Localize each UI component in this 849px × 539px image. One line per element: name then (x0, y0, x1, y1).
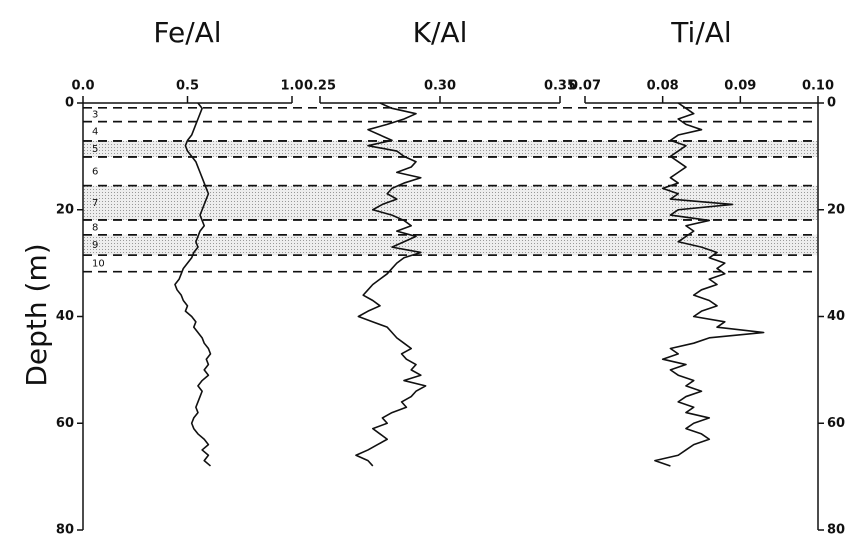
layer-label: 8 (92, 222, 98, 233)
x-tick-label: 0.25 (304, 79, 336, 94)
layer-label: 5 (92, 144, 98, 155)
y-tick-label: 60 (56, 416, 74, 431)
x-tick-label: 0.10 (802, 79, 834, 94)
series-line (174, 102, 212, 467)
panel-title: K/Al (413, 16, 468, 49)
y-tick-label-right: 80 (827, 523, 845, 538)
layer-label: 10 (92, 258, 105, 269)
layer-label: 9 (92, 240, 98, 251)
layer-shade (83, 140, 818, 157)
layer-label: 3 (92, 110, 98, 121)
y-tick-label-right: 20 (827, 202, 845, 217)
y-tick-label: 20 (56, 202, 74, 217)
x-tick-label: 0.08 (647, 79, 679, 94)
x-tick-label: 0.07 (569, 79, 601, 94)
y-tick-label: 0 (65, 96, 74, 111)
panel-title: Fe/Al (153, 16, 221, 49)
series-line (355, 102, 427, 467)
x-tick-label: 0.35 (544, 79, 576, 94)
y-tick-label-right: 40 (827, 309, 845, 324)
x-tick-label: 0.5 (176, 79, 199, 94)
y-tick-label-right: 0 (827, 96, 836, 111)
panel-title: Ti/Al (670, 16, 731, 49)
y-tick-label: 80 (56, 523, 74, 538)
x-tick-label: 0.30 (424, 79, 456, 94)
layer-label: 4 (92, 126, 98, 137)
layer-label: 7 (92, 198, 98, 209)
layer-label: 6 (92, 166, 98, 177)
y-axis-label: Depth (m) (20, 243, 53, 386)
layer-shade (83, 234, 818, 256)
x-tick-label: 1.0 (280, 79, 303, 94)
y-tick-label-right: 60 (827, 416, 845, 431)
y-tick-label: 40 (56, 309, 74, 324)
x-tick-label: 0.0 (71, 79, 94, 94)
series-line (654, 102, 765, 467)
x-tick-label: 0.09 (724, 79, 756, 94)
